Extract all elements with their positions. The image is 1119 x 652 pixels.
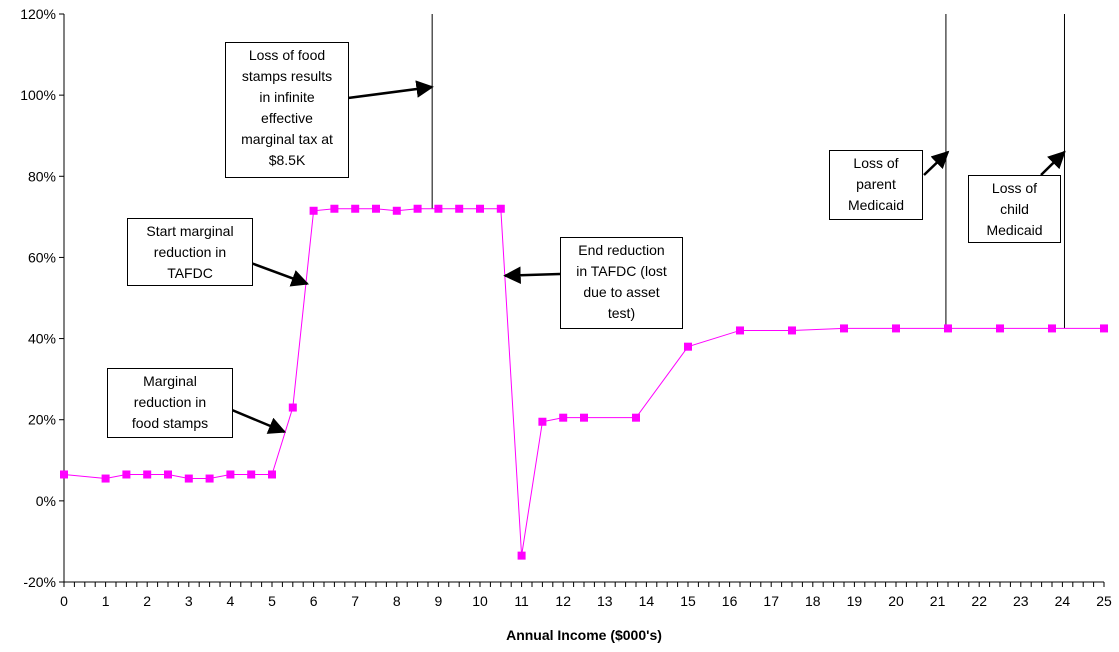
data-point <box>392 206 401 215</box>
data-point <box>996 324 1004 333</box>
data-point <box>413 204 422 213</box>
y-tick-label: 0% <box>36 493 56 509</box>
data-point <box>122 470 131 479</box>
annotation-child-medicaid: Loss of child Medicaid <box>968 175 1061 243</box>
x-tick-label: 24 <box>1055 593 1071 609</box>
data-point <box>496 204 505 213</box>
data-point <box>559 413 568 422</box>
annotation-arrow <box>923 150 950 176</box>
x-tick-label: 2 <box>143 593 151 609</box>
data-point <box>268 470 276 479</box>
x-tick-label: 12 <box>555 593 571 609</box>
data-point <box>517 551 526 560</box>
data-point <box>288 403 297 412</box>
x-tick-label: 11 <box>514 593 529 609</box>
data-point <box>60 470 68 479</box>
x-tick-label: 25 <box>1096 593 1112 609</box>
annotation-parent-medicaid: Loss of parent Medicaid <box>829 150 923 220</box>
data-point <box>143 470 152 479</box>
x-tick-label: 13 <box>597 593 613 609</box>
x-tick-label: 20 <box>888 593 904 609</box>
annotation-arrow <box>347 80 434 100</box>
series-group <box>60 204 1108 560</box>
data-point <box>476 204 484 213</box>
y-tick-label: 60% <box>28 249 56 265</box>
x-tick-label: 0 <box>60 593 68 609</box>
y-tick-label: 80% <box>28 168 56 184</box>
data-point <box>580 413 588 422</box>
annotation-end-tafdc: End reduction in TAFDC (lost due to asse… <box>560 237 683 329</box>
x-tick-label: 9 <box>435 593 443 609</box>
x-tick-label: 1 <box>102 593 110 609</box>
vertical-lines <box>431 14 1065 329</box>
data-point <box>205 474 214 483</box>
x-tick-label: 21 <box>930 593 946 609</box>
y-tick-label: -20% <box>23 574 56 590</box>
data-point <box>455 204 464 213</box>
x-tick-label: 3 <box>185 593 193 609</box>
annotation-arrow <box>503 266 561 284</box>
x-tick-label: 17 <box>763 593 779 609</box>
data-point <box>372 204 380 213</box>
annotation-arrow <box>231 408 287 434</box>
y-tick-label: 120% <box>20 6 56 22</box>
x-tick-label: 22 <box>971 593 987 609</box>
data-point <box>247 470 256 479</box>
data-point <box>1100 324 1108 333</box>
x-tick-label: 6 <box>310 593 318 609</box>
data-point <box>434 204 443 213</box>
x-tick-label: 5 <box>268 593 276 609</box>
data-point <box>840 324 848 333</box>
annotation-arrows <box>231 80 1066 434</box>
x-tick-label: 7 <box>351 593 359 609</box>
axes: -20%0%20%40%60%80%100%120%0 1 2 3 4 5 6 7 8 9 10 11… <box>20 6 1112 609</box>
data-point <box>226 470 235 479</box>
x-tick-label: 23 <box>1013 593 1029 609</box>
data-point <box>892 324 900 333</box>
data-point <box>736 326 744 335</box>
y-tick-label: 40% <box>28 331 56 347</box>
x-tick-label: 16 <box>722 593 738 609</box>
data-point <box>632 413 640 422</box>
x-tick-label: 15 <box>680 593 696 609</box>
annotation-food-stamps-loss: Loss of food stamps results in infinite … <box>225 42 349 178</box>
data-point <box>330 204 339 213</box>
y-tick-label: 100% <box>20 87 56 103</box>
data-point <box>101 474 110 483</box>
x-tick-label: 18 <box>805 593 821 609</box>
data-point <box>538 417 547 426</box>
data-point <box>1048 324 1056 333</box>
annotation-start-tafdc: Start marginal reduction in TAFDC <box>127 218 253 286</box>
data-point <box>684 342 692 351</box>
x-axis-label: Annual Income ($000's) <box>506 627 662 643</box>
data-point <box>309 206 318 215</box>
x-tick-label: 4 <box>227 593 235 609</box>
data-point <box>351 204 360 213</box>
annotation-marginal-food-stamps: Marginal reduction in food stamps <box>107 368 233 438</box>
y-tick-label: 20% <box>28 412 56 428</box>
annotation-arrow <box>1040 150 1066 176</box>
annotation-arrow <box>250 261 310 287</box>
x-tick-label: 8 <box>393 593 401 609</box>
x-tick-label: 14 <box>639 593 655 609</box>
data-point <box>788 326 796 335</box>
data-point <box>164 470 172 479</box>
data-point <box>184 474 193 483</box>
x-tick-label: 19 <box>847 593 863 609</box>
x-tick-label: 10 <box>472 593 488 609</box>
data-point <box>944 324 952 333</box>
